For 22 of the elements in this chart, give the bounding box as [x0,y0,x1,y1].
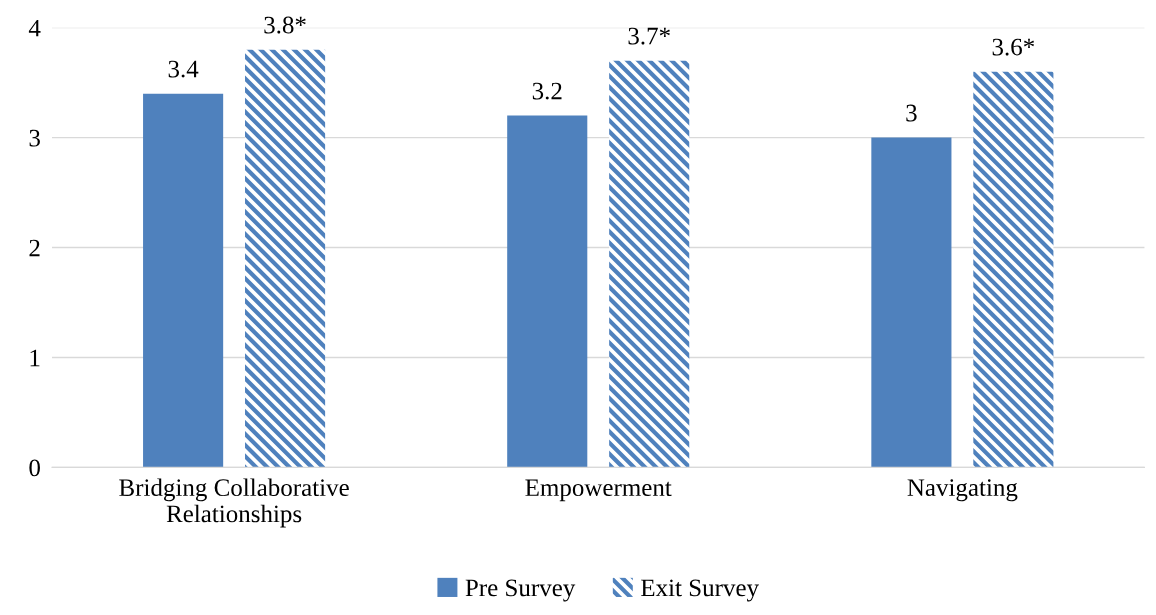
x-tick-label: Navigating [907,479,1018,502]
data-label: 3.7* [628,27,670,45]
data-label: 3.8* [264,16,306,34]
bar [871,137,952,468]
x-tick-label: Empowerment [525,479,672,502]
bar [507,115,588,468]
y-tick-label: 0 [29,459,40,477]
legend-label: Exit Survey [641,579,759,602]
bar [973,71,1054,468]
data-label: 3.6* [992,38,1035,56]
y-tick-label: 3 [29,129,40,147]
y-tick-label: 1 [30,349,40,367]
y-tick-label: 4 [28,19,41,37]
bar [609,60,690,468]
y-tick-label: 2 [29,239,40,257]
data-label: 3.4 [168,60,199,78]
bar [143,93,224,468]
legend-label: Pre Survey [465,579,576,602]
data-label: 3 [906,104,917,122]
x-tick-label: Bridging Collaborative Relationships [119,478,349,528]
data-label: 3.2 [532,82,562,100]
bar [245,49,326,468]
